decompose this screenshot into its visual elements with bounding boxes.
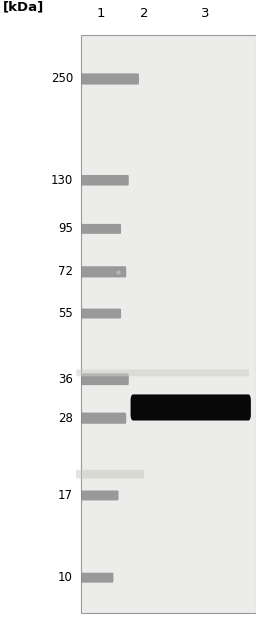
Text: [kDa]: [kDa] [3, 1, 44, 14]
FancyBboxPatch shape [76, 470, 144, 478]
FancyBboxPatch shape [81, 35, 256, 614]
FancyBboxPatch shape [81, 73, 139, 85]
Text: 36: 36 [58, 373, 73, 386]
FancyBboxPatch shape [81, 413, 126, 423]
Text: 1: 1 [97, 7, 105, 20]
FancyBboxPatch shape [81, 573, 113, 583]
Text: 3: 3 [200, 7, 209, 20]
Text: 250: 250 [51, 73, 73, 85]
FancyBboxPatch shape [131, 394, 251, 420]
FancyBboxPatch shape [81, 490, 119, 501]
FancyBboxPatch shape [81, 175, 129, 186]
Text: 130: 130 [51, 174, 73, 187]
Text: 95: 95 [58, 222, 73, 235]
FancyBboxPatch shape [81, 266, 126, 277]
FancyBboxPatch shape [81, 224, 121, 234]
FancyBboxPatch shape [76, 370, 249, 376]
Text: 72: 72 [58, 265, 73, 278]
Text: 55: 55 [58, 307, 73, 320]
Text: 17: 17 [58, 489, 73, 502]
Text: 10: 10 [58, 571, 73, 584]
FancyBboxPatch shape [81, 308, 121, 319]
FancyBboxPatch shape [81, 374, 129, 385]
Text: 28: 28 [58, 411, 73, 425]
Text: 2: 2 [140, 7, 149, 20]
